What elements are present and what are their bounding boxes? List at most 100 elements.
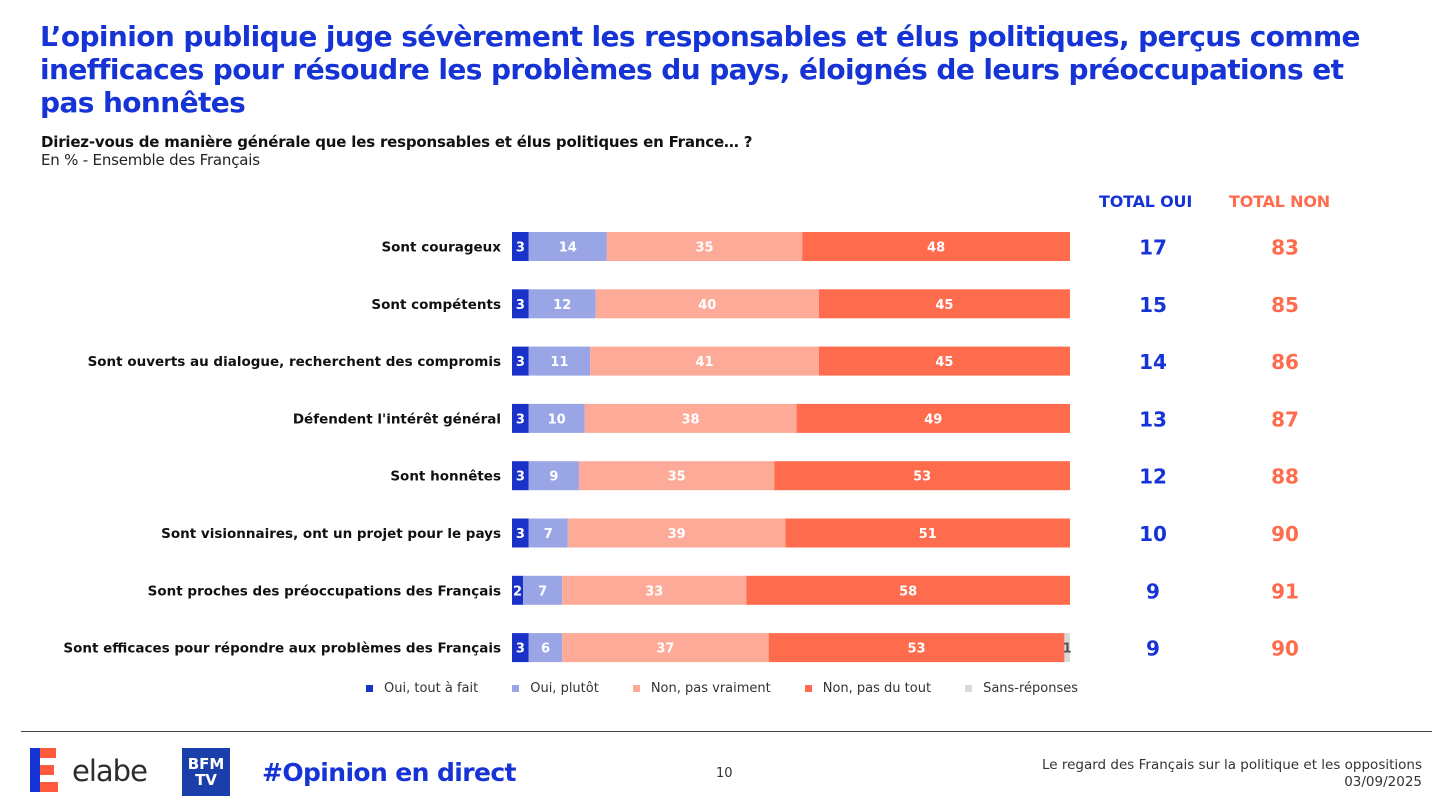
data-label: 3 [516,298,525,313]
bar-segment-non-pas-du-tout [774,461,1070,491]
legend-swatch [632,685,640,692]
elabe-wordmark: elabe [72,754,148,788]
legend-label: Sans-réponses [983,681,1079,696]
bar-segment-non-pas-du-tout [746,575,1070,605]
data-label: 3 [516,527,525,542]
bar-segment-non-pas-vraiment [562,633,769,663]
total-non-value: 90 [1271,522,1299,546]
total-non-value: 87 [1271,407,1299,431]
footer-divider [21,731,1432,732]
study-title: Le regard des Français sur la politique … [1041,757,1422,773]
bar-segment-oui-plutot [528,633,563,663]
data-label: 35 [668,470,686,485]
bar-segment-non-pas-du-tout [818,346,1070,376]
category-label: Sont ouverts au dialogue, recherchent de… [88,354,501,370]
bar-segment-non-pas-du-tout [802,232,1070,261]
legend-label: Oui, plutôt [530,681,599,696]
bar-segment-oui-plutot [528,461,579,491]
bar-row: Sont compétents 3 12 40 45 15 85 [371,289,1299,319]
data-label: 7 [538,584,547,599]
bar-segment-sans-reponses [1064,633,1070,663]
bar-segment-non-pas-du-tout [818,289,1070,319]
data-label: 51 [919,527,937,542]
data-label: 10 [548,412,566,427]
bar-segment-oui-tout-a-fait [512,575,524,605]
bar-segment-oui-tout-a-fait [512,403,529,433]
legend-swatch [965,685,973,692]
bar-row: Sont ouverts au dialogue, recherchent de… [88,346,1299,376]
total-oui-value: 17 [1139,236,1167,260]
bar-row: Sont visionnaires, ont un projet pour le… [161,518,1299,548]
legend-item: Non, pas du tout [804,681,932,696]
data-label: 2 [513,584,522,599]
total-non-value: 83 [1271,236,1299,260]
bar-segment-non-pas-vraiment [584,403,797,433]
bar-segment-non-pas-vraiment [606,232,803,261]
bar-segment-oui-tout-a-fait [512,346,529,376]
legend-item: Non, pas vraiment [632,681,771,696]
category-label: Sont visionnaires, ont un projet pour le… [161,526,501,542]
total-non-value: 90 [1271,637,1299,661]
data-label: 3 [516,355,525,370]
total-oui-value: 14 [1139,350,1167,374]
data-label: 37 [656,642,674,657]
total-oui-value: 9 [1146,637,1160,661]
data-label: 14 [559,241,577,256]
bar-segment-oui-tout-a-fait [512,518,529,548]
category-label: Sont proches des préoccupations des Fran… [148,583,501,599]
data-label: 9 [549,470,558,485]
chart-subtitle: En % - Ensemble des Français [41,151,260,169]
elabe-logo-icon [30,748,58,792]
data-label: 58 [899,584,917,599]
data-label: 53 [913,470,931,485]
total-oui-value: 15 [1139,293,1167,317]
bar-segment-non-pas-vraiment [578,461,775,491]
bar-segment-oui-plutot [528,403,585,433]
bar-row: Sont efficaces pour répondre aux problèm… [63,633,1299,663]
bar-segment-oui-tout-a-fait [512,232,529,261]
footer-caption: Le regard des Français sur la politique … [1042,757,1422,791]
legend-label: Oui, tout à fait [384,681,479,696]
bar-segment-oui-tout-a-fait [512,633,529,663]
total-non-header: TOTAL NON [1229,192,1330,211]
bar-segment-non-pas-vraiment [562,575,747,605]
legend-swatch [366,685,373,692]
data-label: 41 [695,355,713,370]
bar-segment-non-pas-du-tout [796,403,1070,433]
data-label: 39 [668,527,686,542]
hashtag-label: #Opinion en direct [262,758,516,787]
data-label: 11 [550,355,568,370]
total-oui-value: 10 [1139,522,1167,546]
bar-segment-oui-plutot [528,518,568,548]
legend-label: Non, pas vraiment [650,681,771,696]
data-label: 6 [541,642,550,657]
category-label: Sont compétents [371,297,501,313]
data-label: 45 [935,298,953,313]
data-label: 3 [516,412,525,427]
bar-segment-oui-tout-a-fait [512,289,529,319]
bar-segment-oui-plutot [523,575,563,605]
study-date: 03/09/2025 [1344,774,1422,790]
bar-segment-oui-tout-a-fait [512,461,529,491]
data-label: 48 [927,241,945,256]
bar-segment-non-pas-du-tout [785,518,1070,548]
bfmtv-logo: BFM TV [182,748,230,796]
data-label: 7 [544,527,553,542]
data-label: 38 [682,412,700,427]
legend-swatch [512,685,520,692]
data-label: 49 [924,412,942,427]
stacked-bar-chart: Sont courageux 3 14 35 48 17 83 Sont compétents… [63,232,1299,663]
data-label: 3 [516,470,525,485]
bar-row: Sont courageux 3 14 35 48 17 83 [381,232,1299,261]
category-label: Sont courageux [381,240,501,256]
page-title: L’opinion publique juge sévèrement les r… [40,20,1361,119]
total-non-value: 86 [1271,350,1299,374]
data-label: 3 [516,642,525,657]
total-oui-value: 9 [1146,579,1160,603]
total-oui-header: TOTAL OUI [1099,192,1193,211]
category-label: Défendent l'intérêt général [293,411,501,427]
data-label: 53 [908,642,926,657]
bar-segment-oui-plutot [528,346,591,376]
category-label: Sont honnêtes [390,469,501,485]
legend-label: Non, pas du tout [822,681,932,696]
